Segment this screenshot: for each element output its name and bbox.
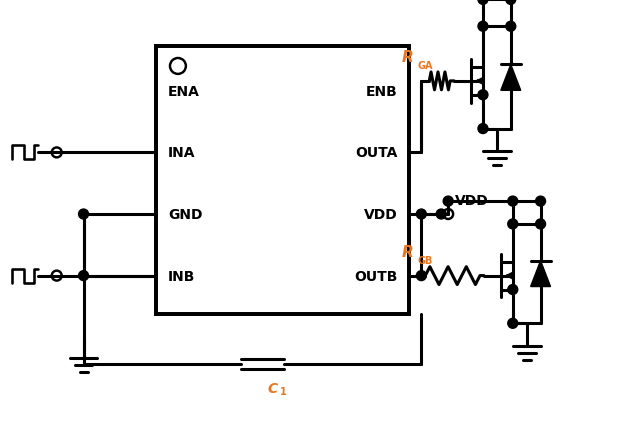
Bar bbox=[156, 47, 410, 315]
Text: 1: 1 bbox=[281, 386, 287, 396]
Text: VDD: VDD bbox=[364, 208, 397, 221]
Circle shape bbox=[506, 22, 516, 32]
Circle shape bbox=[508, 219, 517, 229]
Text: C: C bbox=[267, 381, 277, 395]
Polygon shape bbox=[531, 261, 550, 287]
Circle shape bbox=[535, 219, 546, 229]
Circle shape bbox=[417, 271, 426, 281]
Text: INA: INA bbox=[168, 146, 196, 160]
Circle shape bbox=[417, 209, 426, 219]
Circle shape bbox=[508, 319, 517, 329]
Text: R: R bbox=[401, 50, 413, 65]
Text: VDD: VDD bbox=[455, 194, 489, 208]
Text: R: R bbox=[401, 244, 413, 259]
Circle shape bbox=[535, 197, 546, 206]
Text: ENA: ENA bbox=[168, 85, 200, 98]
Circle shape bbox=[508, 197, 517, 206]
Circle shape bbox=[478, 0, 488, 5]
Text: OUTB: OUTB bbox=[354, 269, 397, 283]
Polygon shape bbox=[501, 65, 521, 91]
Circle shape bbox=[78, 271, 89, 281]
Circle shape bbox=[478, 22, 488, 32]
Circle shape bbox=[437, 209, 446, 219]
Circle shape bbox=[478, 124, 488, 134]
Text: GB: GB bbox=[417, 255, 433, 265]
Text: INB: INB bbox=[168, 269, 195, 283]
Text: ENB: ENB bbox=[366, 85, 397, 98]
Text: GA: GA bbox=[417, 61, 433, 71]
Circle shape bbox=[78, 209, 89, 219]
Circle shape bbox=[506, 0, 516, 5]
Text: OUTA: OUTA bbox=[355, 146, 397, 160]
Circle shape bbox=[508, 285, 517, 295]
Circle shape bbox=[478, 91, 488, 101]
Circle shape bbox=[443, 197, 453, 206]
Text: GND: GND bbox=[168, 208, 202, 221]
